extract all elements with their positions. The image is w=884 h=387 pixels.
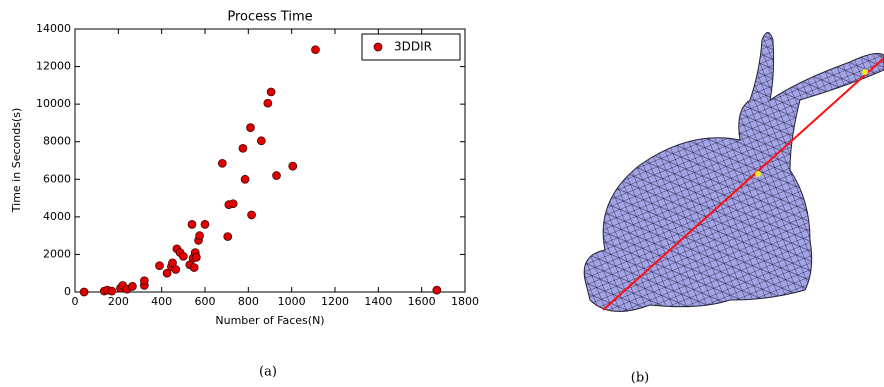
x-tick-label: 1200 [321,295,349,308]
x-tick-label: 1000 [278,295,306,308]
y-tick-label: 4000 [43,210,71,223]
chart-title: Process Time [227,10,312,25]
y-axis-label: Time in Seconds(s) [10,108,23,213]
scatter-point [273,172,281,180]
y-tick-label: 0 [64,285,71,298]
scatter-point [229,200,237,208]
scatter-point [248,211,256,219]
figure: Process Time Number of Faces(N) Time in … [0,0,884,387]
scatter-point [224,233,232,241]
x-tick-label: 1600 [408,295,436,308]
legend-marker [374,43,382,51]
y-tick-label: 10000 [36,97,71,110]
scatter-point [201,220,209,228]
scatter-point [190,264,198,272]
scatter-point [241,175,249,183]
caption: (a) [259,365,277,380]
scatter-point [172,265,180,273]
x-tick-label: 1800 [451,295,479,308]
scatter-point [188,220,196,228]
scatter-point [128,282,136,290]
scatter-point [239,144,247,152]
scatter-point [196,232,204,240]
scatter-point [179,252,187,260]
scatter-point [140,277,148,285]
x-tick-label: 200 [108,295,129,308]
x-tick-label: 0 [72,295,79,308]
scatter-point [433,286,441,294]
y-tick-label: 6000 [43,172,71,185]
scatter-point [267,88,275,96]
plot-frame [75,29,465,292]
caption: (b) [631,371,649,386]
y-tick-label: 14000 [36,22,71,35]
scatter-point [247,124,255,132]
scatter-point [218,159,226,167]
scatter-point [192,253,200,261]
y-tick-label: 8000 [43,135,71,148]
scatter-point [264,99,272,107]
legend-label: 3DDIR [394,40,432,54]
y-tick-label: 12000 [36,60,71,73]
bunny-image [584,33,884,312]
y-tick-label: 2000 [43,247,71,260]
x-tick-label: 800 [238,295,259,308]
x-tick-label: 600 [195,295,216,308]
x-tick-label: 1400 [364,295,392,308]
x-tick-label: 400 [151,295,172,308]
x-axis-label: Number of Faces(N) [215,314,324,327]
scatter-point [289,162,297,170]
scatter-point [156,262,164,270]
scatter-point [312,46,320,54]
scatter-point [108,287,116,295]
scatter-point [257,137,265,145]
scatter-point [80,288,88,296]
